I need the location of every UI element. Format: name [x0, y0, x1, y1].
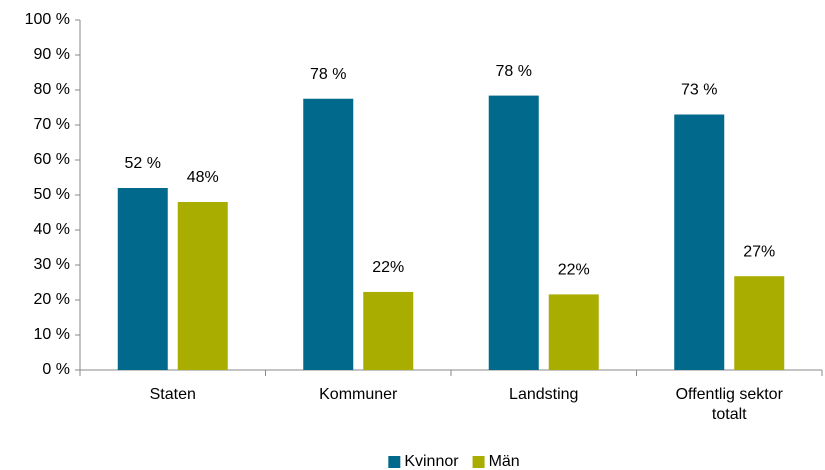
data-label: 27% [743, 243, 775, 260]
y-tick-label: 100 % [25, 11, 70, 28]
legend-label: Kvinnor [404, 453, 459, 470]
data-label: 48% [187, 169, 219, 186]
bar [548, 294, 599, 370]
data-label: 22% [558, 262, 590, 279]
x-tick-label: Staten [149, 386, 196, 403]
y-tick-label: 40 % [34, 221, 70, 238]
bar [117, 188, 168, 370]
y-tick-label: 70 % [34, 116, 70, 133]
y-tick-label: 80 % [34, 81, 70, 98]
y-tick-label: 60 % [34, 151, 70, 168]
bar [303, 98, 354, 370]
data-label: 73 % [681, 82, 717, 99]
x-tick-label: Offentlig sektor totalt [675, 386, 783, 423]
y-tick-label: 20 % [34, 291, 70, 308]
bar [734, 276, 785, 370]
bar [488, 95, 539, 370]
legend-swatch [388, 456, 401, 468]
bar [674, 114, 725, 370]
x-tick-label: Kommuner [319, 386, 398, 403]
y-tick-label: 0 % [42, 361, 70, 378]
data-label: 78 % [496, 63, 532, 80]
y-tick-label: 30 % [34, 256, 70, 273]
data-label: 52 % [125, 155, 161, 172]
x-tick-label: Landsting [509, 386, 579, 403]
bar [363, 291, 414, 370]
data-label: 78 % [310, 66, 346, 83]
y-tick-label: 10 % [34, 326, 70, 343]
y-tick-label: 90 % [34, 46, 70, 63]
y-tick-label: 50 % [34, 186, 70, 203]
legend-label: Män [489, 453, 520, 470]
data-label: 22% [372, 259, 404, 276]
bar [177, 202, 228, 370]
legend-swatch [472, 456, 485, 468]
